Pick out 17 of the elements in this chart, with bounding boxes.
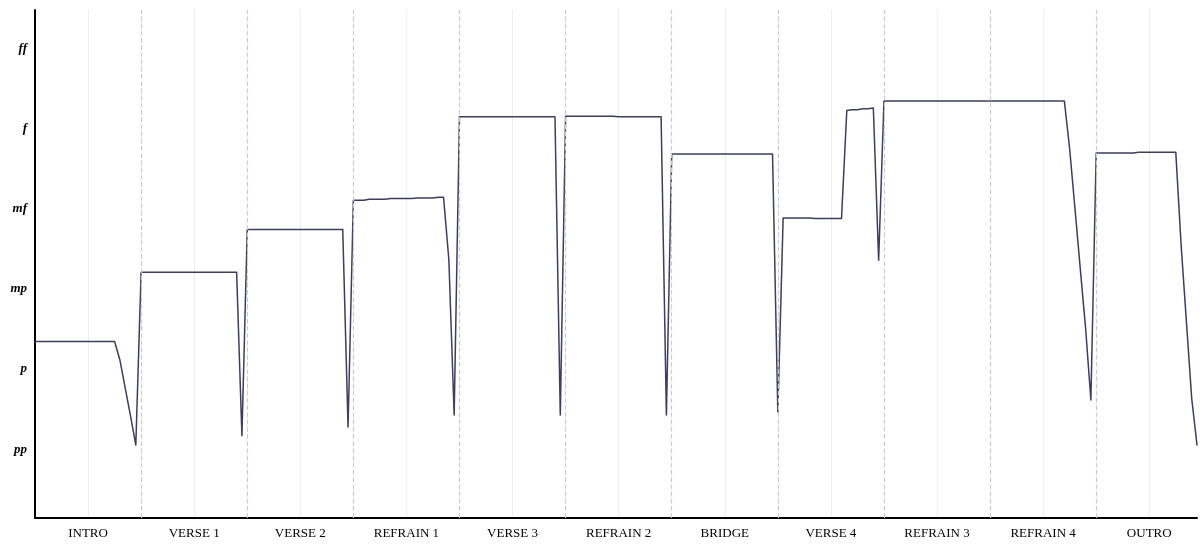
x-tick-label: REFRAIN 1 [373,525,440,540]
x-tick-label: VERSE 4 [805,525,857,540]
text: pp [13,440,28,456]
text: ff [18,39,29,55]
x-tick-label: REFRAIN 4 [1010,525,1077,540]
x-tick-label: BRIDGE [700,525,750,540]
text: mf [12,199,29,215]
x-tick-label: VERSE 2 [274,525,326,540]
x-tick-label: OUTRO [1126,525,1172,540]
x-tick-label: REFRAIN 2 [585,525,652,540]
x-tick-label: VERSE 3 [487,525,538,540]
text: mp [10,280,28,296]
text: f [22,119,29,135]
x-tick-label: INTRO [68,525,108,540]
text: p [19,360,28,376]
x-tick-label: REFRAIN 3 [904,525,970,540]
x-tick-label: VERSE 1 [168,525,220,540]
